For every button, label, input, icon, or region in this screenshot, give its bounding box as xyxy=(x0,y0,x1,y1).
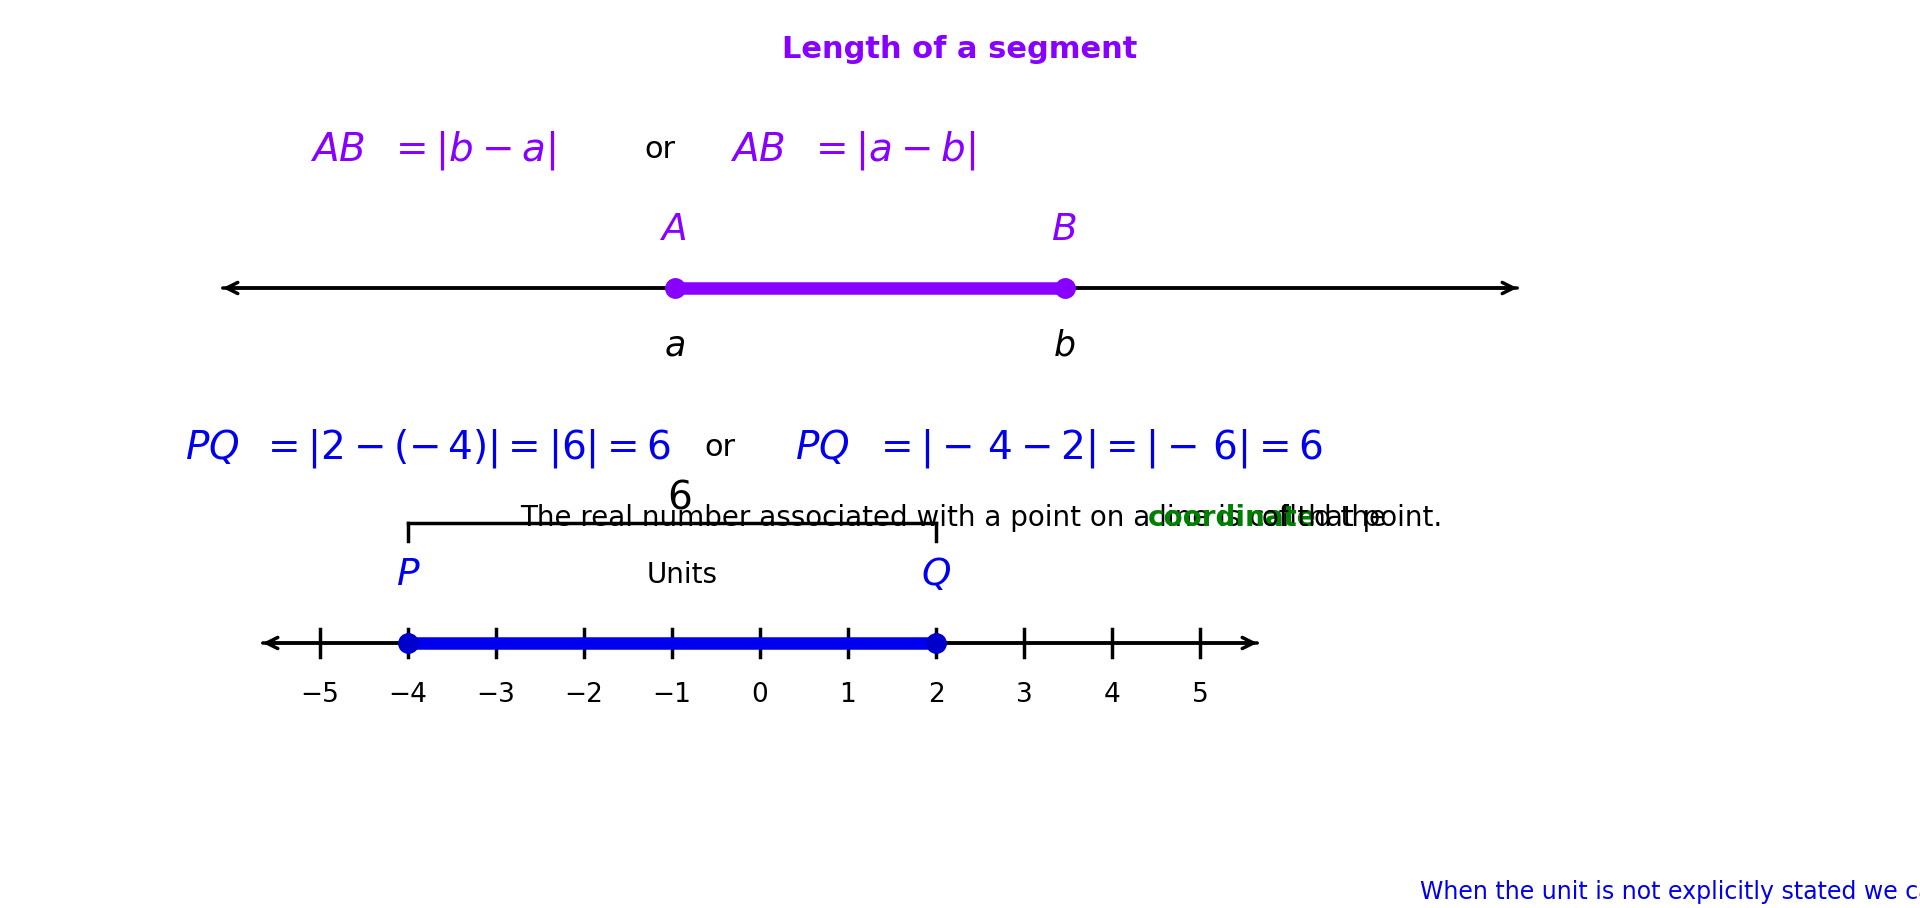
Text: A: A xyxy=(662,212,687,248)
Text: −4: −4 xyxy=(388,682,428,708)
Text: Q: Q xyxy=(922,557,950,593)
Text: $= |2 - (-\,4)| = |6| = 6$: $= |2 - (-\,4)| = |6| = 6$ xyxy=(259,427,672,469)
Text: 6: 6 xyxy=(668,480,693,518)
Text: Length of a segment: Length of a segment xyxy=(781,35,1139,64)
Text: coordinate: coordinate xyxy=(1148,504,1317,532)
Text: −5: −5 xyxy=(301,682,340,708)
Text: 0: 0 xyxy=(751,682,768,708)
Text: 3: 3 xyxy=(1016,682,1033,708)
Text: $\mathit{PQ}$: $\mathit{PQ}$ xyxy=(795,429,849,468)
Text: $\mathit{AB}$: $\mathit{AB}$ xyxy=(730,131,785,169)
Text: $= |a - b|$: $= |a - b|$ xyxy=(808,129,975,172)
Text: $= |-\,4 - 2| = |-\,6| = 6$: $= |-\,4 - 2| = |-\,6| = 6$ xyxy=(874,427,1323,469)
Text: $\mathit{PQ}$: $\mathit{PQ}$ xyxy=(184,429,240,468)
Text: a: a xyxy=(664,329,685,363)
Text: The real number associated with a point on a line is called the: The real number associated with a point … xyxy=(520,504,1396,532)
Text: P: P xyxy=(397,557,419,593)
Text: −2: −2 xyxy=(564,682,603,708)
Text: or: or xyxy=(705,433,735,462)
Text: $\mathit{AB}$: $\mathit{AB}$ xyxy=(309,131,365,169)
Text: 2: 2 xyxy=(927,682,945,708)
Text: 4: 4 xyxy=(1104,682,1121,708)
Text: Units: Units xyxy=(647,561,718,589)
Text: B: B xyxy=(1052,212,1077,248)
Text: −3: −3 xyxy=(476,682,515,708)
Text: 1: 1 xyxy=(839,682,856,708)
Text: −1: −1 xyxy=(653,682,691,708)
Text: b: b xyxy=(1054,329,1075,363)
Text: $= |b - a|$: $= |b - a|$ xyxy=(388,129,555,172)
Text: of that point.: of that point. xyxy=(1252,504,1442,532)
Text: 5: 5 xyxy=(1192,682,1208,708)
Text: or: or xyxy=(645,135,676,164)
Text: When the unit is not explicitly stated we can
leave our answer as a number.: When the unit is not explicitly stated w… xyxy=(1421,880,1920,908)
